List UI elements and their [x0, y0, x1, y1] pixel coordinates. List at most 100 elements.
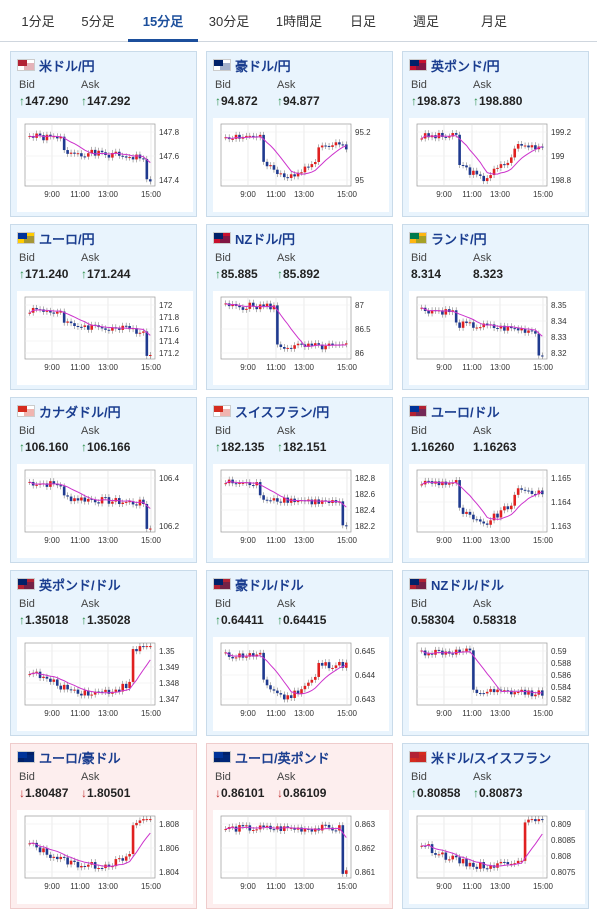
- rate-card[interactable]: 豪ドル/円 Bid Ask ↑94.872 ↑94.877 9:00 11:00 13:00 1…: [206, 51, 393, 217]
- pair-title[interactable]: 英ポンド/円: [431, 59, 500, 74]
- arrow-up-icon: ↑: [411, 786, 417, 800]
- price-chart: 9:00 11:00 13:00 15:00 95.2 95: [213, 118, 389, 212]
- rate-card[interactable]: NZドル/円 Bid Ask ↑85.885 ↑85.892 9:00 11:00 13:00…: [206, 224, 393, 390]
- pair-title[interactable]: NZドル/ドル: [431, 578, 504, 593]
- candle: [135, 822, 138, 826]
- tab-5[interactable]: 日足: [349, 14, 376, 29]
- candle: [513, 494, 517, 506]
- candle: [320, 344, 324, 350]
- moving-average-line: [421, 481, 543, 520]
- rate-card[interactable]: 英ポンド/円 Bid Ask ↑198.873 ↑198.880 9:00 11:00 13:…: [402, 51, 589, 217]
- candle: [262, 134, 265, 162]
- y-tick-label: 0.582: [551, 695, 572, 704]
- pair-title[interactable]: 豪ドル/ドル: [235, 578, 304, 593]
- tab-2[interactable]: 15分足: [128, 0, 198, 42]
- rate-card[interactable]: 米ドル/円 Bid Ask ↑147.290 ↑147.292 9:00 11:00 13:0…: [10, 51, 197, 217]
- candle: [516, 328, 520, 331]
- rate-card[interactable]: カナダドル/円 Bid Ask ↑106.160 ↑106.166 9:00 11:00 13…: [10, 397, 197, 563]
- candle: [516, 860, 520, 864]
- rate-card[interactable]: NZドル/ドル Bid Ask 0.58304 0.58318 9:00 11:00 13:0…: [402, 570, 589, 736]
- rate-card[interactable]: ユーロ/円 Bid Ask ↑171.240 ↑171.244 9:00 11:00 13:0…: [10, 224, 197, 390]
- candle: [35, 671, 38, 673]
- candle: [461, 507, 465, 514]
- candle: [255, 482, 259, 486]
- ask-value: ↑0.80873: [473, 786, 523, 800]
- y-tick-label: 0.863: [355, 820, 376, 829]
- pair-title[interactable]: 豪ドル/円: [235, 59, 291, 74]
- rate-card[interactable]: 英ポンド/ドル Bid Ask ↑1.35018 ↑1.35028 9:00 11:00 13…: [10, 570, 197, 736]
- candle: [430, 310, 434, 314]
- y-tick-label: 0.584: [551, 683, 572, 692]
- candle: [83, 865, 87, 867]
- price-chart: 9:00 11:00 13:00 15:00 0.809 0.8085 0.808 0.807…: [409, 810, 585, 904]
- candle: [534, 694, 537, 697]
- candle: [131, 825, 135, 855]
- tab-6[interactable]: 週足: [412, 14, 439, 29]
- candle: [331, 343, 334, 345]
- pair-title[interactable]: ユーロ/円: [39, 232, 95, 247]
- rate-card[interactable]: ユーロ/英ポンド Bid Ask ↓0.86101 ↓0.86109 9:00 11:00 1…: [206, 743, 393, 909]
- candle: [111, 327, 114, 331]
- candle: [111, 501, 114, 504]
- pair-title[interactable]: 米ドル/円: [39, 59, 95, 74]
- candle: [111, 152, 114, 158]
- candle: [121, 155, 125, 157]
- x-tick-label: 13:00: [490, 709, 511, 718]
- x-tick-label: 11:00: [266, 363, 286, 372]
- candle: [506, 506, 510, 510]
- tab-1[interactable]: 5分足: [81, 14, 115, 29]
- candle: [42, 135, 45, 141]
- x-tick-label: 15:00: [141, 190, 162, 199]
- candle: [83, 497, 87, 502]
- candle: [269, 685, 272, 690]
- tab-4[interactable]: 1時間足: [275, 14, 323, 29]
- tab-7[interactable]: 月足: [480, 14, 507, 29]
- candle: [465, 859, 468, 867]
- candle: [451, 653, 455, 655]
- rate-card[interactable]: ユーロ/豪ドル Bid Ask ↓1.80487 ↓1.80501 9:00 11:00 13…: [10, 743, 197, 909]
- rate-card[interactable]: 豪ドル/ドル Bid Ask ↑0.64411 ↑0.64415 9:00 11:00 13:…: [206, 570, 393, 736]
- candle: [447, 859, 451, 861]
- candle: [468, 322, 472, 324]
- candle: [313, 499, 317, 505]
- candle: [472, 862, 475, 867]
- candle: [100, 327, 104, 329]
- rate-card[interactable]: スイスフラン/円 Bid Ask ↑182.135 ↑182.151 9:00 11:00 1…: [206, 397, 393, 563]
- candle: [441, 852, 444, 855]
- x-tick-label: 9:00: [436, 882, 452, 891]
- candle: [148, 354, 152, 356]
- candle: [437, 481, 441, 486]
- pair-title[interactable]: 英ポンド/ドル: [39, 578, 121, 593]
- x-tick-label: 11:00: [462, 190, 482, 199]
- rate-card[interactable]: 米ドル/スイスフラン Bid Ask ↑0.80858 ↑0.80873 9:00 11:0…: [402, 743, 589, 909]
- bid-value: 0.58304: [411, 613, 455, 627]
- flag-icon: [409, 232, 427, 244]
- candle: [434, 649, 437, 655]
- rate-card[interactable]: ユーロ/ドル Bid Ask 1.16260 1.16263 9:00 11:00 13:00…: [402, 397, 589, 563]
- rate-card[interactable]: ランド/円 Bid Ask 8.314 8.323 9:00 11:00 13:00 15:00…: [402, 224, 589, 390]
- pair-title[interactable]: 米ドル/スイスフラン: [431, 751, 552, 766]
- pair-title[interactable]: スイスフラン/円: [235, 405, 330, 420]
- candle: [142, 646, 145, 648]
- pair-title[interactable]: ランド/円: [431, 232, 487, 247]
- candle: [131, 157, 135, 160]
- flag-icon: [409, 59, 427, 71]
- pair-title[interactable]: ユーロ/ドル: [431, 405, 500, 420]
- candle: [293, 174, 296, 177]
- pair-title[interactable]: ユーロ/英ポンド: [235, 751, 330, 766]
- flag-icon: [409, 751, 427, 763]
- candle: [458, 322, 461, 328]
- ask-value: ↑198.880: [473, 94, 523, 108]
- pair-title[interactable]: ユーロ/豪ドル: [39, 751, 121, 766]
- pair-title[interactable]: NZドル/円: [235, 232, 295, 247]
- ask-label: Ask: [277, 79, 296, 91]
- y-tick-label: 8.35: [551, 301, 567, 310]
- tab-0[interactable]: 1分足: [21, 14, 55, 29]
- x-tick-label: 13:00: [98, 190, 119, 199]
- pair-title[interactable]: カナダドル/円: [39, 405, 121, 420]
- bid-label: Bid: [411, 425, 427, 437]
- tab-3[interactable]: 30分足: [208, 14, 250, 29]
- price-chart: 9:00 11:00 13:00 15:00 1.165 1.164 1.163: [409, 464, 585, 558]
- candle: [300, 827, 303, 832]
- candle: [83, 690, 87, 696]
